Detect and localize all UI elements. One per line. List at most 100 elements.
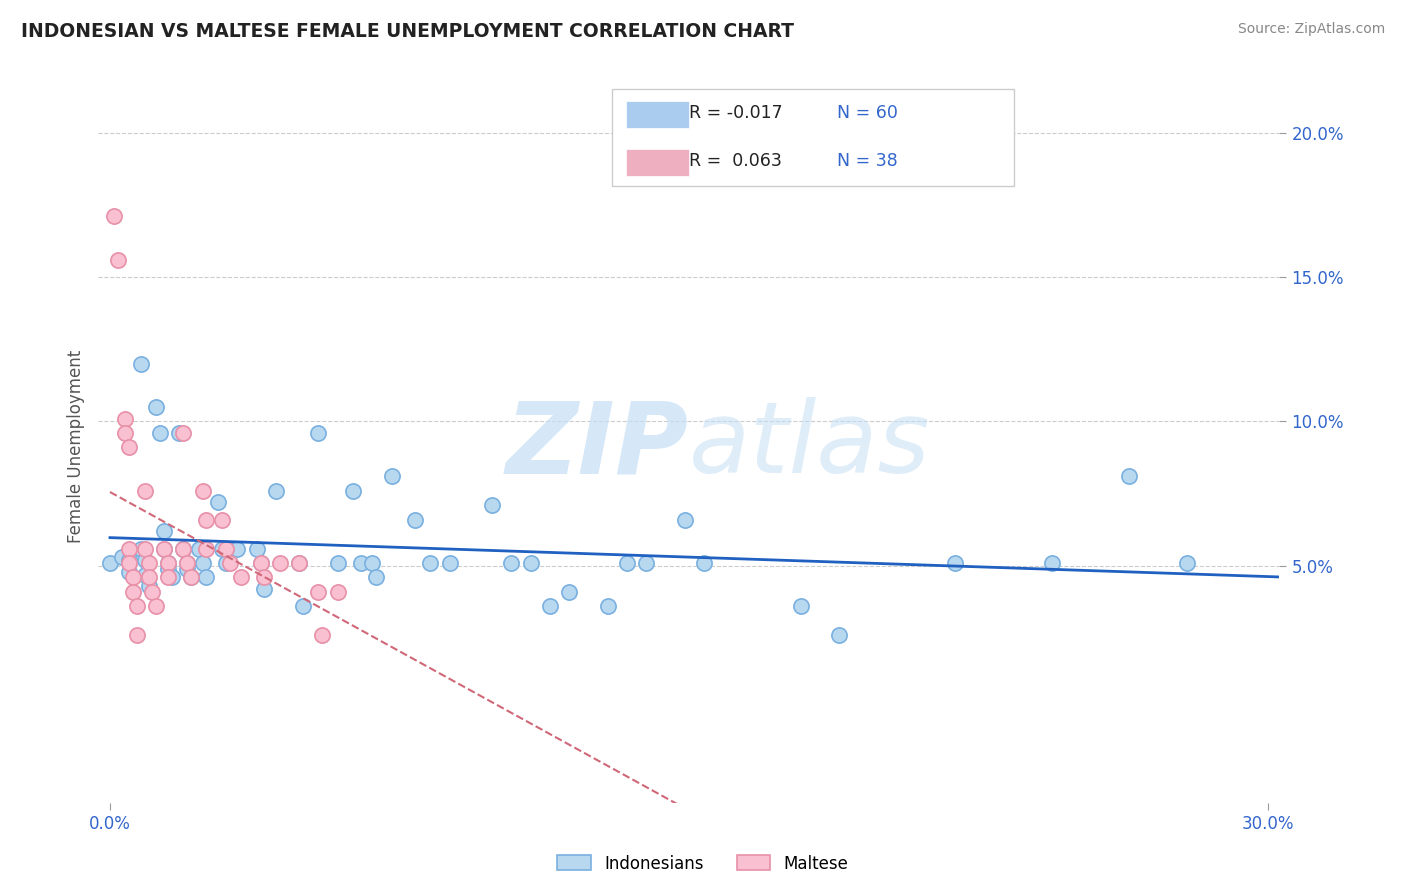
- Text: N = 38: N = 38: [837, 153, 897, 170]
- Point: [122, 570, 145, 584]
- Point: [122, 585, 145, 599]
- Point: [172, 541, 194, 556]
- Point: [1040, 556, 1063, 570]
- Point: [172, 541, 194, 556]
- Point: [176, 556, 198, 570]
- FancyBboxPatch shape: [626, 149, 689, 177]
- Point: [673, 513, 696, 527]
- Point: [207, 495, 229, 509]
- Point: [538, 599, 561, 614]
- Text: ZIP: ZIP: [506, 398, 689, 494]
- Point: [211, 541, 233, 556]
- Text: N = 60: N = 60: [837, 104, 897, 122]
- Point: [153, 524, 176, 539]
- Point: [187, 541, 209, 556]
- Point: [231, 570, 253, 584]
- Text: atlas: atlas: [689, 398, 931, 494]
- Point: [118, 565, 141, 579]
- Point: [226, 541, 249, 556]
- Point: [145, 599, 167, 614]
- Point: [134, 541, 156, 556]
- Point: [439, 556, 461, 570]
- Point: [114, 411, 136, 425]
- Point: [141, 585, 163, 599]
- Point: [253, 582, 276, 596]
- Point: [129, 357, 152, 371]
- Point: [172, 425, 194, 440]
- Point: [98, 556, 121, 570]
- FancyBboxPatch shape: [612, 89, 1014, 186]
- Point: [311, 628, 333, 642]
- Point: [215, 556, 238, 570]
- Point: [288, 556, 311, 570]
- Point: [176, 562, 198, 576]
- Point: [118, 541, 141, 556]
- Point: [366, 570, 388, 584]
- Point: [264, 483, 287, 498]
- Point: [1118, 469, 1140, 483]
- Point: [103, 210, 125, 224]
- Point: [307, 425, 329, 440]
- Point: [145, 400, 167, 414]
- Point: [134, 567, 156, 582]
- Point: [156, 556, 179, 570]
- Point: [180, 570, 202, 584]
- Point: [307, 585, 329, 599]
- Point: [180, 570, 202, 584]
- Y-axis label: Female Unemployment: Female Unemployment: [67, 350, 86, 542]
- FancyBboxPatch shape: [626, 101, 689, 128]
- Point: [153, 541, 176, 556]
- Point: [249, 556, 271, 570]
- Point: [326, 585, 349, 599]
- Point: [790, 599, 813, 614]
- Point: [118, 441, 141, 455]
- Point: [218, 556, 240, 570]
- Point: [361, 556, 384, 570]
- Text: R =  0.063: R = 0.063: [689, 153, 782, 170]
- Point: [211, 513, 233, 527]
- Point: [125, 628, 148, 642]
- Point: [176, 556, 198, 570]
- Text: Source: ZipAtlas.com: Source: ZipAtlas.com: [1237, 22, 1385, 37]
- Point: [246, 541, 269, 556]
- Point: [138, 579, 160, 593]
- Point: [114, 425, 136, 440]
- Point: [107, 252, 129, 267]
- Text: R = -0.017: R = -0.017: [689, 104, 783, 122]
- Point: [134, 553, 156, 567]
- Point: [616, 556, 638, 570]
- Point: [1175, 556, 1198, 570]
- Point: [118, 553, 141, 567]
- Point: [118, 556, 141, 570]
- Point: [342, 483, 364, 498]
- Point: [943, 556, 966, 570]
- Point: [828, 628, 851, 642]
- Point: [291, 599, 314, 614]
- Point: [350, 556, 373, 570]
- Point: [156, 570, 179, 584]
- Point: [215, 541, 238, 556]
- Point: [288, 556, 311, 570]
- Point: [381, 469, 404, 483]
- Point: [419, 556, 441, 570]
- Point: [125, 599, 148, 614]
- Point: [129, 541, 152, 556]
- Point: [404, 513, 426, 527]
- Point: [481, 498, 503, 512]
- Point: [636, 556, 658, 570]
- Point: [156, 556, 179, 570]
- Point: [249, 556, 271, 570]
- Point: [501, 556, 523, 570]
- Text: INDONESIAN VS MALTESE FEMALE UNEMPLOYMENT CORRELATION CHART: INDONESIAN VS MALTESE FEMALE UNEMPLOYMEN…: [21, 22, 794, 41]
- Point: [195, 541, 218, 556]
- Point: [138, 570, 160, 584]
- Point: [110, 550, 132, 565]
- Point: [326, 556, 349, 570]
- Point: [269, 556, 291, 570]
- Point: [191, 483, 214, 498]
- Point: [558, 585, 581, 599]
- Point: [195, 570, 218, 584]
- Point: [169, 425, 191, 440]
- Point: [195, 513, 218, 527]
- Point: [253, 570, 276, 584]
